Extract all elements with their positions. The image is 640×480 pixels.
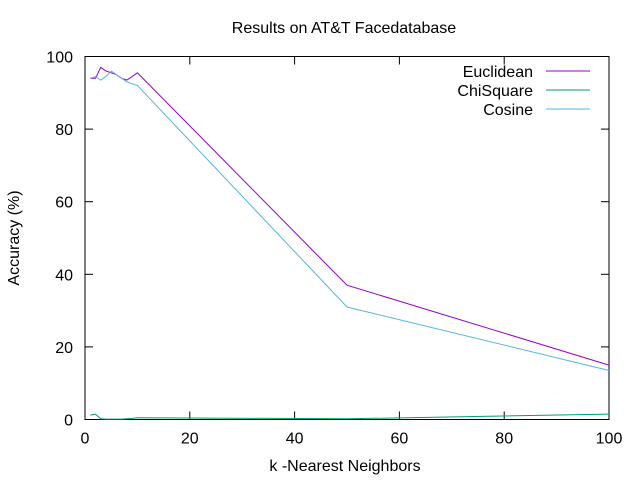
legend-label-cosine: Cosine bbox=[483, 102, 533, 119]
series-line-cosine bbox=[90, 70, 610, 371]
x-tick-label: 60 bbox=[391, 431, 409, 448]
plot-frame bbox=[84, 56, 610, 420]
x-tick-label: 20 bbox=[181, 431, 199, 448]
y-tick-label: 60 bbox=[55, 195, 73, 212]
chart-title: Results on AT&T Facedatabase bbox=[232, 20, 457, 37]
x-axis-label: k -Nearest Neighbors bbox=[269, 458, 420, 475]
x-tick-label: 40 bbox=[286, 431, 304, 448]
axis-tick-labels: 0 20 40 60 80 100 0 20 40 60 80 100 bbox=[46, 50, 622, 448]
legend: Euclidean ChiSquare Cosine bbox=[457, 64, 590, 119]
x-tick-label: 100 bbox=[596, 431, 623, 448]
series-lines bbox=[90, 66, 610, 420]
x-tick-label: 80 bbox=[495, 431, 513, 448]
y-tick-label: 80 bbox=[55, 122, 73, 139]
y-tick-label: 40 bbox=[55, 267, 73, 284]
y-tick-label: 100 bbox=[46, 50, 73, 67]
legend-label-euclidean: Euclidean bbox=[463, 64, 533, 81]
y-tick-label: 20 bbox=[55, 340, 73, 357]
legend-label-chisquare: ChiSquare bbox=[457, 83, 533, 100]
y-axis-label: Accuracy (%) bbox=[6, 190, 23, 285]
y-tick-label: 0 bbox=[64, 413, 73, 430]
axis-ticks bbox=[84, 56, 610, 420]
x-tick-label: 0 bbox=[81, 431, 90, 448]
series-line-chisquare bbox=[90, 413, 610, 420]
